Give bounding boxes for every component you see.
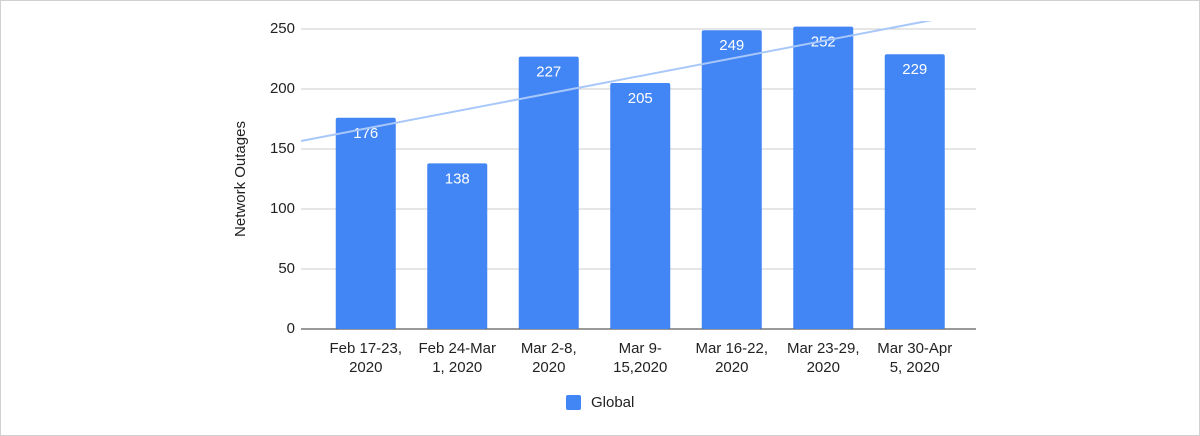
bar xyxy=(335,117,396,329)
x-tick-label: Feb 24-Mar 1, 2020 xyxy=(418,340,497,376)
value-label: 249 xyxy=(719,37,744,54)
bar xyxy=(701,30,762,329)
y-tick-label: 250 xyxy=(270,20,295,37)
trendline xyxy=(301,21,933,142)
x-tick-label: Mar 23-29, 2020 xyxy=(786,340,860,376)
bar xyxy=(793,26,854,329)
value-label: 205 xyxy=(628,90,653,107)
value-label: 229 xyxy=(902,61,927,78)
x-tick-label: Mar 16-22, 2020 xyxy=(695,340,769,376)
x-tick-label: Mar 30-Apr 5, 2020 xyxy=(877,340,953,376)
x-tick-label: Mar 9-15,2020 xyxy=(613,340,668,376)
value-label: 252 xyxy=(811,34,836,51)
y-tick-label: 0 xyxy=(287,320,295,337)
value-label: 138 xyxy=(445,170,470,187)
x-tick-label: Feb 17-23, 2020 xyxy=(329,340,403,376)
bar xyxy=(884,54,945,329)
y-axis-title: Network Outages xyxy=(232,121,249,237)
bar xyxy=(427,163,488,329)
value-label: 227 xyxy=(536,64,561,81)
bar xyxy=(610,83,671,329)
y-tick-label: 200 xyxy=(270,80,295,97)
y-tick-label: 100 xyxy=(270,200,295,217)
y-tick-label: 150 xyxy=(270,140,295,157)
x-tick-label: Mar 2-8, 2020 xyxy=(520,340,577,376)
bar xyxy=(518,56,579,329)
legend-label: Global xyxy=(591,394,634,411)
y-tick-label: 50 xyxy=(278,260,295,277)
legend-swatch xyxy=(566,395,581,410)
